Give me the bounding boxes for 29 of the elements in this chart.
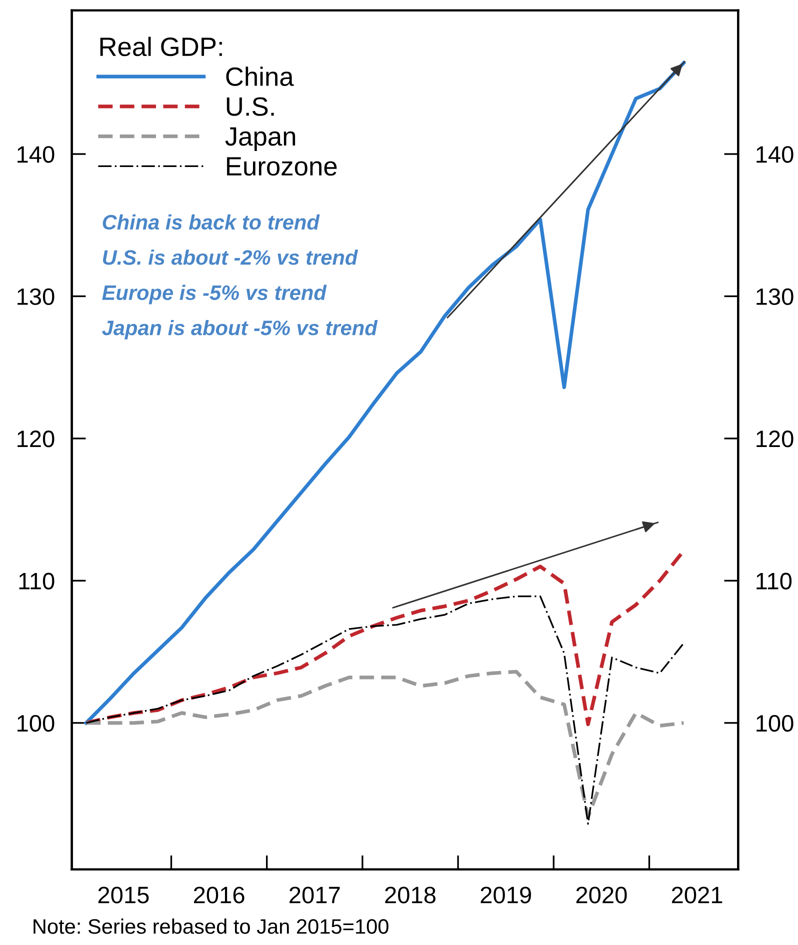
x-tick-label: 2018 <box>385 886 436 904</box>
line-series <box>84 61 686 725</box>
y-tick-label: 110 <box>19 572 54 590</box>
y-tick-label: 100 <box>18 714 54 732</box>
annotation: Japan is about -5% vs trend <box>102 320 378 340</box>
legend-label: Eurozone <box>227 157 337 176</box>
annotation: China is back to trend <box>102 214 320 230</box>
y2-tick-label: 130 <box>756 288 794 306</box>
legend-title: Real GDP: <box>100 36 222 56</box>
annotation: Europe is -5% vs trend <box>102 284 327 304</box>
x-tick-label: 2015 <box>98 886 149 904</box>
y2-tick-label: 110 <box>756 572 792 590</box>
y2-tick-label: 100 <box>756 714 794 732</box>
text: Note: Series rebased to Jan 2015=100 <box>34 918 388 934</box>
y2-tick-label: 120 <box>756 430 794 448</box>
legend-label: U.S. <box>226 97 274 116</box>
y-tick-label: 140 <box>18 146 54 163</box>
line-series <box>84 670 686 819</box>
y2-tick-label: 140 <box>756 146 794 163</box>
x-tick-label: 2020 <box>576 886 627 904</box>
y-tick-label: 120 <box>18 430 54 448</box>
x-tick-label: 2016 <box>194 886 244 904</box>
x-tick-label: 2021 <box>672 886 722 904</box>
legend-label: China <box>226 66 294 86</box>
legend-label: Japan <box>225 127 296 152</box>
x-tick-label: 2017 <box>290 886 340 904</box>
x-tick-label: 2019 <box>480 886 531 904</box>
y-tick-label: 130 <box>18 288 54 306</box>
annotation: U.S. is about -2% vs trend <box>103 250 358 265</box>
